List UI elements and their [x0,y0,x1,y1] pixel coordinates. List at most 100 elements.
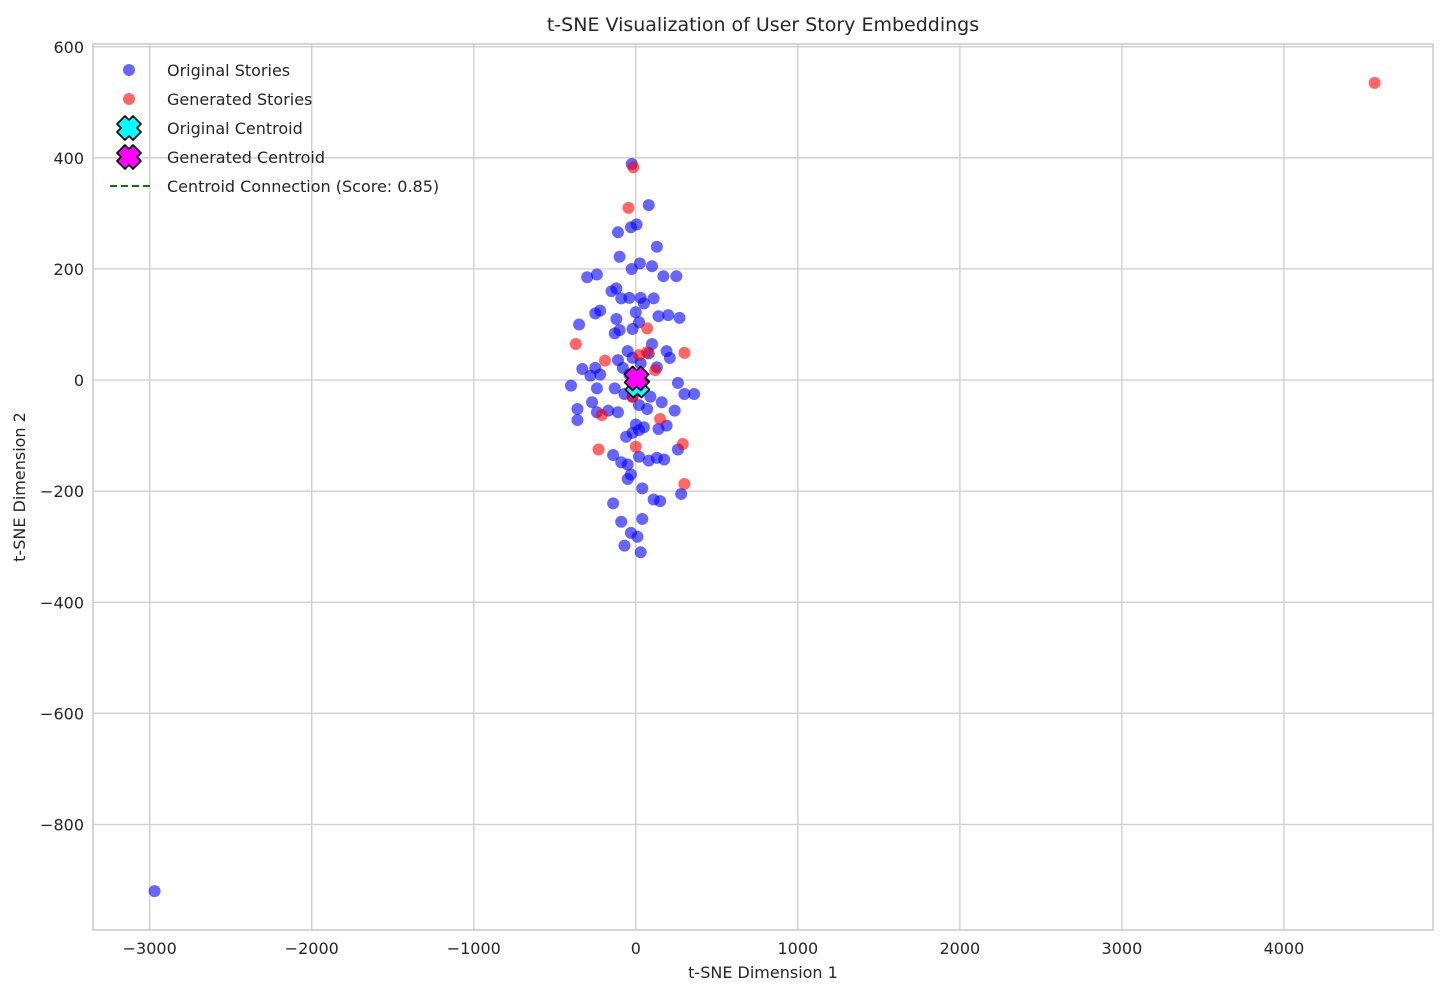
original-story-point [633,257,646,270]
legend-label: Original Stories [167,61,290,80]
original-story-point [634,546,647,559]
original-story-point [581,271,594,284]
x-tick-label: 2000 [940,939,981,958]
x-tick-label: 4000 [1264,939,1305,958]
y-tick-label: −200 [40,482,84,501]
original-story-point [657,270,670,283]
original-story-point [631,530,644,543]
generated-story-point [678,346,691,359]
legend-x-marker [116,115,142,141]
original-story-point [654,495,667,508]
original-story-point [613,250,626,263]
y-tick-label: 0 [74,371,84,390]
original-story-point [673,311,686,324]
original-story-point [642,199,655,212]
x-tick-label: 0 [631,939,641,958]
original-story-point [571,414,584,427]
original-story-point [621,458,634,471]
original-story-point [571,402,584,415]
original-story-point [668,404,681,417]
original-story-point [637,297,650,310]
generated-story-point [641,346,654,359]
generated-story-point [1368,76,1381,89]
grid [93,44,1433,930]
original-story-point [608,327,621,340]
original-story-point [646,260,659,273]
original-story-point [576,362,589,375]
scatter-points [148,76,1381,898]
generated-centroid-marker [623,365,650,392]
original-story-point [594,304,607,317]
y-tick-label: −600 [40,704,84,723]
original-story-point [670,270,683,283]
original-story-point [610,312,623,325]
y-tick-label: −800 [40,815,84,834]
legend-label: Generated Centroid [167,148,325,167]
legend-label: Generated Stories [167,90,312,109]
generated-story-point [599,354,612,367]
y-tick-label: 400 [53,149,84,168]
y-tick-label: 200 [53,260,84,279]
x-tick-label: −3000 [123,939,177,958]
original-story-point [636,512,649,525]
original-story-point [662,309,675,322]
tick-labels: −3000 −2000 −1000 0 1000 2000 3000 4000−800−600… [40,38,1304,958]
original-story-point [148,885,161,898]
original-story-point [607,449,620,462]
original-story-point [608,382,621,395]
original-story-point [647,292,660,305]
original-story-point [652,310,665,323]
generated-story-point [629,440,642,453]
x-tick-label: −2000 [285,939,339,958]
plot-frame [92,43,1434,931]
original-story-point [615,515,628,528]
original-story-point [584,369,597,382]
original-story-point [675,487,688,500]
original-story-point [623,291,636,304]
generated-story-point [641,322,654,335]
legend: Original Stories Generated Stories Origina… [110,61,439,196]
x-tick-label: 3000 [1102,939,1143,958]
generated-story-point [569,337,582,350]
original-story-point [633,450,646,463]
original-story-point [590,382,603,395]
original-story-point [650,240,663,253]
generated-story-point [678,477,691,490]
generated-story-point [676,437,689,450]
original-story-point [655,396,668,409]
x-tick-label: −1000 [447,939,501,958]
legend-dot-marker [123,64,135,76]
generated-story-point [649,364,662,377]
original-story-point [590,268,603,281]
chart-title: t-SNE Visualization of User Story Embedd… [547,14,979,36]
generated-story-point [627,161,640,174]
original-story-point [621,472,634,485]
original-story-point [688,387,701,400]
original-story-point [611,226,624,239]
original-story-point [630,218,643,231]
centroid-markers [623,365,651,399]
y-tick-label: −400 [40,593,84,612]
x-tick-label: 1000 [777,939,818,958]
original-story-point [663,351,676,364]
original-story-point [586,396,599,409]
original-story-point [629,306,642,319]
original-story-point [564,379,577,392]
x-axis-label: t-SNE Dimension 1 [688,963,838,982]
original-story-point [633,424,646,437]
original-story-point [620,430,633,443]
generated-story-point [595,409,608,422]
original-story-point [594,368,607,381]
original-story-point [678,387,691,400]
original-story-point [671,376,684,389]
original-story-point [573,318,586,331]
original-story-point [618,539,631,552]
legend-label: Centroid Connection (Score: 0.85) [167,177,439,196]
generated-story-point [654,412,667,425]
legend-dot-marker [123,93,135,105]
original-story-point [636,482,649,495]
generated-story-point [622,201,635,214]
y-axis-label: t-SNE Dimension 2 [10,412,29,562]
original-story-point [641,402,654,415]
